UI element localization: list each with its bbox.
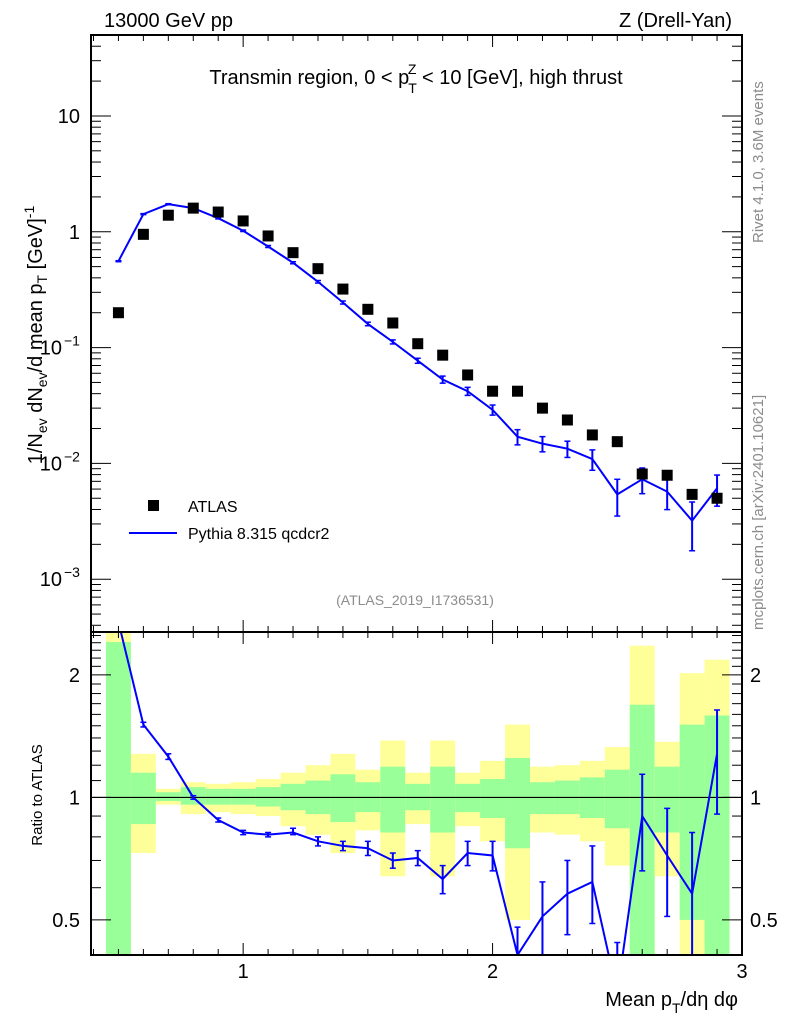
band-stat bbox=[230, 788, 256, 805]
atlas-data-point bbox=[636, 468, 648, 480]
atlas-data-series bbox=[112, 202, 723, 504]
analysis-watermark: (ATLAS_2019_I1736531) bbox=[336, 592, 494, 608]
header-right: Z (Drell-Yan) bbox=[619, 10, 732, 32]
atlas-data-point bbox=[686, 488, 698, 500]
band-stat bbox=[255, 787, 281, 807]
band-stat bbox=[130, 772, 156, 825]
band-stat bbox=[155, 792, 181, 802]
band-stat bbox=[505, 757, 530, 849]
atlas-data-point bbox=[512, 385, 524, 397]
atlas-data-point bbox=[487, 385, 499, 397]
atlas-data-point bbox=[611, 436, 623, 448]
atlas-data-point bbox=[362, 303, 374, 315]
ratio-y-tick-label-right: 0.5 bbox=[750, 910, 778, 932]
band-stat bbox=[480, 778, 506, 819]
atlas-data-point bbox=[387, 317, 399, 329]
x-tick-label: 1 bbox=[238, 961, 249, 983]
band-stat bbox=[380, 766, 406, 833]
plot-title: Transmin region, 0 < pTZ < 10 [GeV], hig… bbox=[209, 61, 623, 96]
mc-ratio-series bbox=[119, 632, 721, 955]
mcplots-label: mcplots.cern.ch [arXiv:2401.10621] bbox=[750, 395, 767, 630]
atlas-data-point bbox=[312, 263, 324, 275]
atlas-data-point bbox=[287, 247, 299, 259]
atlas-data-point bbox=[262, 230, 274, 242]
y-tick-label: 1 bbox=[69, 222, 80, 244]
band-stat bbox=[105, 641, 131, 955]
atlas-data-point bbox=[462, 369, 474, 381]
y-tick-exponent: −2 bbox=[64, 448, 80, 464]
atlas-data-point bbox=[586, 429, 598, 441]
atlas-data-point bbox=[162, 209, 174, 221]
y-tick-label: 10 bbox=[40, 453, 62, 475]
ratio-bands bbox=[105, 632, 730, 955]
atlas-data-point bbox=[536, 402, 548, 414]
ratio-y-tick-label: 2 bbox=[69, 665, 80, 687]
ratio-panel-frame bbox=[90, 631, 743, 956]
atlas-data-point bbox=[412, 338, 424, 350]
band-stat bbox=[430, 766, 456, 833]
ratio-y-tick-label: 1 bbox=[69, 787, 80, 809]
y-tick-label: 10 bbox=[40, 569, 62, 591]
y-tick-exponent: −1 bbox=[64, 333, 80, 349]
atlas-data-point bbox=[711, 492, 723, 504]
ratio-y-axis-label: Ratio to ATLAS bbox=[29, 744, 46, 845]
legend-mc-label: Pythia 8.315 qcdcr2 bbox=[188, 526, 330, 543]
band-stat bbox=[604, 769, 630, 829]
atlas-data-point bbox=[661, 469, 673, 481]
atlas-data-point bbox=[237, 215, 249, 227]
atlas-data-point bbox=[137, 228, 149, 240]
y-tick-label: 10 bbox=[58, 106, 80, 128]
main-y-axis-label: 1/Nev dNev/d mean pT [GeV]-1 bbox=[21, 206, 50, 465]
y-tick-label: 10 bbox=[40, 338, 62, 360]
x-tick-label: 3 bbox=[736, 961, 747, 983]
rivet-label: Rivet 4.1.0, 3.6M events bbox=[750, 81, 767, 243]
legend: ATLAS Pythia 8.315 qcdcr2 bbox=[129, 499, 330, 543]
ratio-y-tick-label-right: 2 bbox=[750, 665, 761, 687]
atlas-data-point bbox=[337, 283, 349, 295]
y-tick-exponent: −3 bbox=[64, 564, 80, 580]
legend-atlas-label: ATLAS bbox=[188, 499, 238, 516]
ratio-y-tick-label-right: 1 bbox=[750, 787, 761, 809]
atlas-data-point bbox=[112, 307, 124, 319]
band-stat bbox=[529, 782, 555, 815]
x-tick-label: 2 bbox=[487, 961, 498, 983]
atlas-data-point bbox=[561, 414, 573, 426]
atlas-data-point bbox=[187, 202, 199, 214]
atlas-data-point bbox=[437, 349, 449, 361]
header-left: 13000 GeV pp bbox=[104, 10, 233, 32]
x-axis-label: Mean pT/dη dφ bbox=[605, 989, 738, 1016]
legend-atlas-marker bbox=[148, 500, 159, 511]
band-stat bbox=[330, 774, 356, 823]
ratio-y-tick-label: 0.5 bbox=[52, 910, 80, 932]
band-stat bbox=[205, 788, 231, 805]
atlas-data-point bbox=[212, 206, 224, 218]
